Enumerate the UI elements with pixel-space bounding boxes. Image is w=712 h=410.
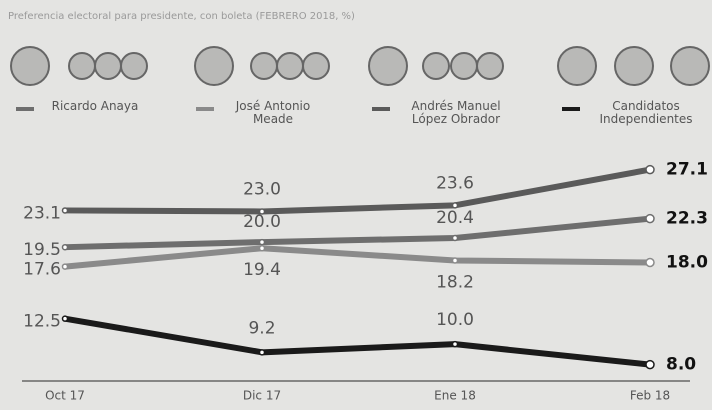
data-point <box>260 246 265 251</box>
series-line <box>65 248 650 266</box>
data-label: 22.3 <box>666 209 708 229</box>
data-label: 18.0 <box>666 253 708 273</box>
legend-swatch <box>16 107 34 111</box>
legend-label: Andrés Manuel López Obrador <box>396 100 516 126</box>
data-label: 12.5 <box>23 312 61 332</box>
data-point <box>63 316 68 321</box>
data-label: 20.0 <box>243 212 281 232</box>
legend-label: Candidatos Independientes <box>586 100 706 126</box>
chart-title: Preferencia electoral para presidente, c… <box>8 11 355 22</box>
data-label: 19.5 <box>23 240 61 260</box>
data-point <box>646 361 654 369</box>
data-label: 27.1 <box>666 160 708 180</box>
data-point <box>453 203 458 208</box>
legend-label: Ricardo Anaya <box>40 100 150 113</box>
page: Preferencia electoral para presidente, c… <box>0 0 712 410</box>
series-line <box>65 319 650 365</box>
data-label: 23.6 <box>436 173 474 193</box>
x-tick-label: Feb 18 <box>630 389 670 403</box>
data-point <box>646 166 654 174</box>
data-point <box>63 208 68 213</box>
legend-label: José Antonio Meade <box>218 100 328 126</box>
data-point <box>260 240 265 245</box>
data-point <box>453 258 458 263</box>
data-point <box>63 245 68 250</box>
data-point <box>63 264 68 269</box>
legend-swatch <box>562 107 580 111</box>
data-label: 23.1 <box>23 203 61 223</box>
data-label: 17.6 <box>23 260 61 280</box>
data-point <box>453 342 458 347</box>
x-tick-label: Oct 17 <box>45 389 85 403</box>
data-label: 18.2 <box>436 272 474 292</box>
series-line <box>65 170 650 212</box>
data-label: 19.4 <box>243 260 281 280</box>
series-line <box>65 219 650 248</box>
data-label: 9.2 <box>248 318 275 338</box>
chart: Preferencia electoral para presidente, c… <box>0 0 712 410</box>
legend-swatch <box>372 107 390 111</box>
data-label: 20.4 <box>436 208 474 228</box>
data-point <box>646 259 654 267</box>
legend-swatch <box>196 107 214 111</box>
data-point <box>646 215 654 223</box>
candidate-photos <box>11 47 709 85</box>
data-point <box>453 236 458 241</box>
data-label: 8.0 <box>666 355 696 375</box>
x-tick-label: Dic 17 <box>243 389 281 403</box>
data-point <box>260 209 265 214</box>
data-label: 23.0 <box>243 179 281 199</box>
data-point <box>260 350 265 355</box>
data-label: 10.0 <box>436 310 474 330</box>
x-tick-label: Ene 18 <box>434 389 476 403</box>
